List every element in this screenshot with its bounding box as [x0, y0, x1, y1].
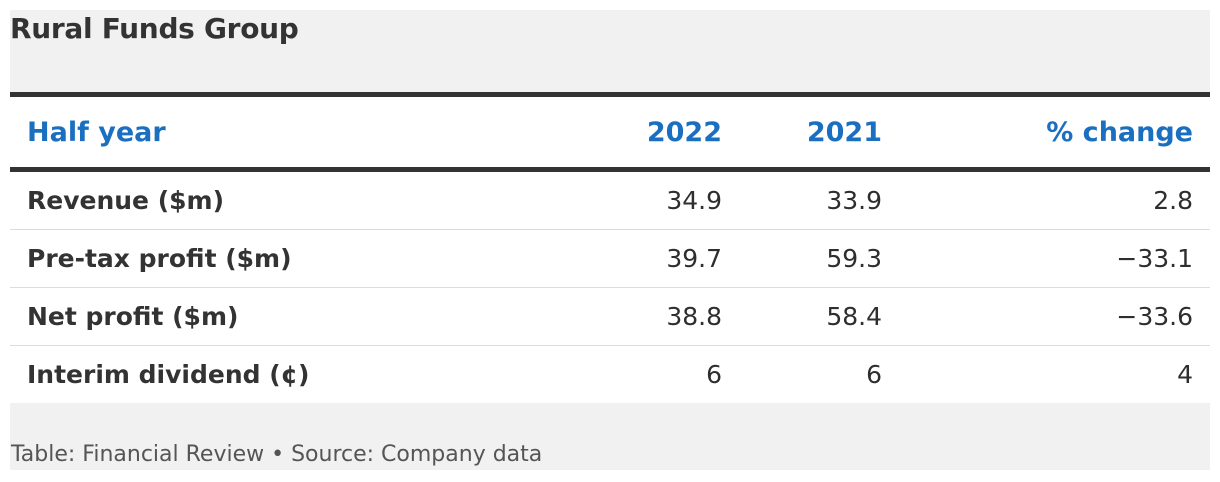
- cell-percent-change: 4: [1177, 360, 1193, 389]
- table-row: Pre-tax profit ($m) 39.7 59.3 −33.1: [10, 229, 1210, 288]
- cell-percent-change: −33.6: [882, 287, 1210, 346]
- table-row: Net profit ($m) 38.8 58.4 −33.6: [10, 287, 1210, 346]
- column-header-2022: 2022: [570, 97, 722, 172]
- cell-2022: 38.8: [570, 287, 722, 346]
- table-header-row: Half year 2022 2021 % change: [10, 97, 1210, 172]
- table-row: Revenue ($m) 34.9 33.9 2.8: [10, 169, 1210, 230]
- cell-2021: 33.9: [722, 169, 882, 230]
- row-label: Interim dividend (¢): [27, 360, 310, 389]
- row-label: Net profit ($m): [10, 287, 570, 346]
- cell-2021: 58.4: [722, 287, 882, 346]
- page-title: Rural Funds Group: [10, 12, 299, 45]
- data-table-wrapper: Half year 2022 2021 % change Revenue ($m…: [10, 92, 1210, 403]
- cell-percent-change: −33.1: [882, 229, 1210, 288]
- cell-2022: 6: [706, 360, 722, 389]
- cell-2022: 39.7: [570, 229, 722, 288]
- cell-2021: 59.3: [722, 229, 882, 288]
- column-header-percent-change: % change: [882, 97, 1210, 172]
- cell-2021: 6: [866, 360, 882, 389]
- cell-percent-change: 2.8: [882, 169, 1210, 230]
- table-row: Interim dividend (¢) 6 6 4: [10, 346, 1210, 404]
- cell-2022: 34.9: [570, 169, 722, 230]
- column-header-2021: 2021: [722, 97, 882, 172]
- source-footer: Table: Financial Review • Source: Compan…: [11, 442, 543, 467]
- row-label: Pre-tax profit ($m): [10, 229, 570, 288]
- column-header-half-year: Half year: [10, 97, 570, 172]
- row-label: Revenue ($m): [10, 169, 570, 230]
- data-table: Half year 2022 2021 % change Revenue ($m…: [10, 97, 1210, 403]
